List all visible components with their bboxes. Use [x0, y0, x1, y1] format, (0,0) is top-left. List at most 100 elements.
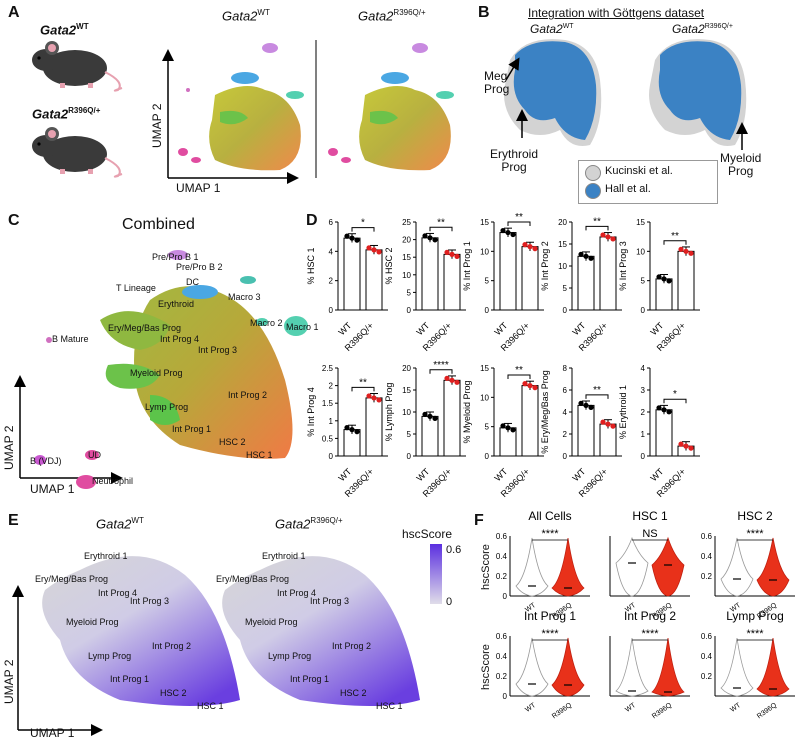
umap-a-x-label: UMAP 1 [176, 181, 221, 195]
cluster-label: Int Prog 4 [160, 334, 200, 344]
violin-title: HSC 1 [632, 509, 668, 523]
panel-b-legend: Kucinski et al. Hall et al. [578, 160, 718, 204]
significance-label: **** [641, 628, 659, 640]
y-tick-label: 0.6 [701, 532, 713, 541]
umap-a-wt-title: Gata2WT [222, 8, 270, 24]
data-point [600, 419, 606, 425]
y-tick-label: 3 [641, 386, 646, 395]
legend-swatch-kucinski [585, 165, 601, 181]
data-point [371, 395, 377, 401]
significance-label: ** [359, 377, 367, 388]
umap-c-x-label: UMAP 1 [30, 482, 75, 496]
panel-c-title: Combined [122, 216, 195, 233]
data-point [527, 244, 533, 250]
x-tick-label: R396Q [756, 702, 779, 721]
significance-label: ** [671, 231, 679, 242]
data-point [578, 251, 584, 257]
data-point [510, 231, 516, 238]
cluster-label: T Lineage [116, 283, 156, 293]
y-tick-label: 10 [636, 247, 645, 256]
x-tick-label: R396Q [651, 702, 674, 721]
cluster-label: Macro 2 [250, 318, 283, 328]
significance-label: ** [593, 216, 601, 227]
cluster-label: Pre/Pro B 1 [152, 252, 199, 262]
y-tick-label: 6 [329, 218, 334, 227]
data-point [588, 255, 594, 261]
data-point [371, 247, 377, 253]
violin-shape [615, 536, 649, 597]
significance-bracket [585, 225, 609, 231]
data-point [354, 429, 360, 435]
data-point [532, 246, 538, 252]
meg-prog-label: Meg Prog [484, 69, 510, 96]
mouse-wt-image [32, 41, 123, 92]
y-tick-label: 5 [407, 288, 412, 297]
y-tick-label: 2 [329, 277, 334, 286]
cluster-label: Int Prog 4 [277, 588, 317, 598]
umap-a-mut-cloud [359, 86, 451, 171]
y-tick-label: 0.4 [496, 552, 508, 561]
y-tick-label: 0 [485, 452, 490, 461]
panel-e-mut-title: Gata2R396Q/+ [275, 516, 343, 532]
y-tick-label: 0 [641, 306, 646, 315]
umap-e-x-label: UMAP 1 [30, 726, 75, 740]
y-tick-label: 15 [480, 364, 489, 373]
panel-b-plots [504, 39, 748, 150]
legend-swatch-hall [585, 183, 601, 199]
significance-bracket [507, 374, 531, 380]
y-tick-label: 0 [503, 592, 508, 601]
data-point [449, 377, 455, 383]
mouse-mut-label: Gata2R396Q/+ [32, 106, 101, 122]
data-point [454, 379, 460, 385]
x-tick-label: WT [729, 701, 743, 713]
cluster-label: B (VDJ) [30, 456, 62, 466]
significance-bracket [429, 226, 453, 232]
data-point [683, 248, 689, 254]
violin-shape [551, 637, 585, 697]
y-tick-label: 10 [480, 393, 489, 402]
significance-label: ** [437, 217, 445, 228]
cluster-label: B Mature [52, 334, 89, 344]
violin-chart: Int Prog 1 0 0.2 0.4 0.6 WT R396Q **** [496, 609, 590, 720]
cluster-label: Int Prog 1 [110, 674, 150, 684]
cluster-label: Erythroid 1 [262, 551, 306, 561]
hscscore-legend-max: 0.6 [446, 544, 462, 556]
mouse-wt-label: Gata2WT [40, 22, 89, 38]
y-tick-label: 0 [407, 306, 412, 315]
panel-letter-c: C [8, 212, 20, 229]
y-tick-label: 10 [402, 271, 411, 280]
cluster-label: Neutrophil [92, 476, 134, 486]
hscscore-legend-title: hscScore [402, 527, 453, 541]
data-point [522, 242, 528, 248]
violin-shape [615, 637, 649, 697]
data-point [376, 249, 382, 255]
cluster-label: Lymp Prog [88, 651, 132, 661]
data-point [349, 427, 355, 433]
violin-chart: Lymp Prog 0.2 0.4 0.6 WT R396Q **** [701, 609, 795, 720]
data-point [510, 427, 516, 433]
y-tick-label: 0.2 [701, 572, 713, 581]
cluster-label: Int Prog 1 [290, 674, 330, 684]
y-tick-label: 10 [480, 247, 489, 256]
data-point [605, 421, 611, 427]
data-point [432, 237, 438, 243]
data-point [532, 385, 538, 391]
y-tick-label: 20 [402, 236, 411, 245]
data-point [600, 232, 606, 238]
umap-a-mut-title: Gata2R396Q/+ [358, 8, 426, 24]
y-tick-label: 10 [558, 262, 567, 271]
x-tick-label: R396Q [551, 702, 574, 721]
x-tick-label: WT [624, 701, 638, 713]
data-point [661, 276, 667, 282]
data-point [344, 233, 350, 239]
cluster-label: HSC 1 [197, 701, 224, 711]
data-point [656, 274, 662, 280]
data-point [610, 236, 616, 242]
y-tick-label: 0 [329, 452, 334, 461]
y-tick-label: 15 [636, 218, 645, 227]
violin-chart: Int Prog 2 WT R396Q **** [609, 609, 690, 721]
cluster-label: Pre/Pro B 2 [176, 262, 223, 272]
cluster-label: Ery/Meg/Bas Prog [35, 574, 109, 584]
